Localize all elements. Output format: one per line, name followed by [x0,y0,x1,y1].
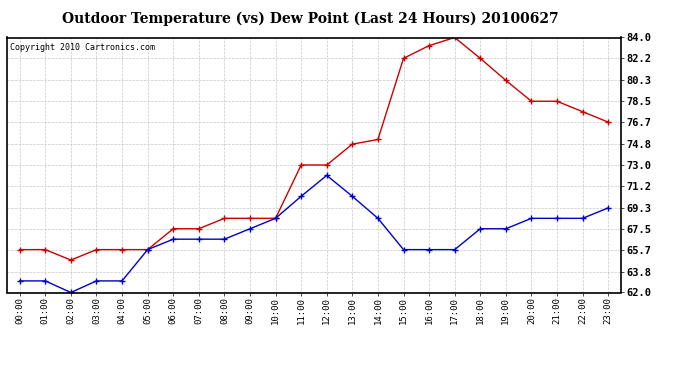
Text: Outdoor Temperature (vs) Dew Point (Last 24 Hours) 20100627: Outdoor Temperature (vs) Dew Point (Last… [62,11,559,26]
Text: Copyright 2010 Cartronics.com: Copyright 2010 Cartronics.com [10,43,155,52]
